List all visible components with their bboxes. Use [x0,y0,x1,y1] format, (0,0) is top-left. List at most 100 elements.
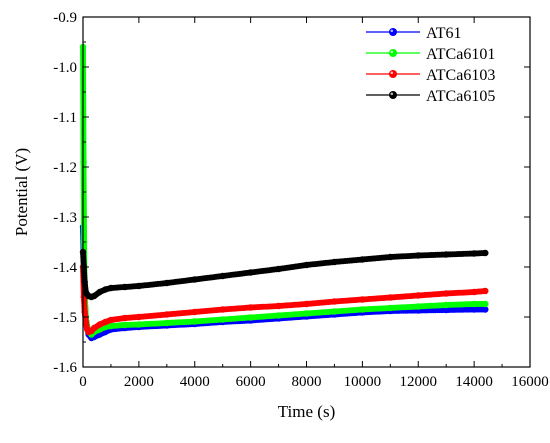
data-point-key [102,318,109,326]
data-point-key [247,269,254,276]
data-point-key [470,300,478,308]
data-point-key [121,283,129,291]
legend-label: AT61 [426,25,462,42]
y-tick-label: -1.3 [53,210,77,226]
data-point-key [442,251,450,258]
data-point-key [90,324,98,332]
plot-area [79,43,489,342]
data-point-key [387,253,394,261]
x-tick-label: 10000 [344,374,382,390]
data-point-key [470,306,478,313]
data-point-key [247,304,254,311]
data-point-key [219,316,226,323]
data-point-key [470,250,478,257]
data-point-key [482,249,489,257]
legend: AT61 ATCa6101 ATCa6103 ATCa6105 [366,25,495,105]
legend-item: ATCa6103 [366,67,495,84]
data-point-key [442,306,450,314]
legend-marker [389,28,397,36]
legend-marker-shine [390,29,394,33]
data-point-key [442,301,450,309]
series-ATCa6103 [79,263,489,336]
data-point-key [90,292,98,300]
data-point-key [359,306,366,313]
legend-marker [389,91,397,99]
data-point-key [303,300,310,308]
data-point-key [82,318,89,326]
data-point-key [331,308,338,315]
y-tick-label: -1.6 [53,360,77,376]
data-point-key [482,287,489,295]
data-point-key [387,304,394,312]
data-point-key [107,284,115,292]
data-point-key [96,321,103,328]
data-point-key [470,288,478,296]
data-point-key [442,290,450,297]
y-tick-label: -0.9 [53,10,77,26]
data-point-key [275,312,282,319]
data-point-key [135,282,143,290]
data-point-key [331,298,338,305]
x-tick-label: 0 [79,374,87,390]
data-point-key [219,272,226,280]
data-point-key [303,310,310,317]
x-tick-label: 16000 [511,374,549,390]
data-point-key [191,308,198,316]
x-axis-title: Time (s) [278,402,335,421]
legend-label: ATCa6103 [426,67,495,84]
legend-marker-shine [390,50,394,54]
legend-label: ATCa6101 [426,46,495,63]
data-point-key [107,322,115,330]
legend-label: ATCa6105 [426,88,495,105]
series-ATCa6105 [79,248,489,301]
legend-item: ATCa6105 [366,88,495,105]
data-point-key [275,265,282,273]
data-point-key [135,313,143,321]
x-tick-label: 12000 [400,374,438,390]
legend-item: AT61 [366,25,462,42]
y-axis-title: Potential (V) [12,148,31,236]
legend-item: ATCa6101 [366,46,495,63]
legend-marker-shine [390,92,394,96]
legend-marker-shine [390,71,394,75]
data-point-key [191,276,198,283]
data-point-key [303,261,310,269]
data-point-key [482,300,489,308]
data-point-key [96,288,103,296]
data-point-key [102,286,109,293]
data-point-key [482,306,489,313]
data-point-key [107,316,115,324]
data-point-key [387,294,394,301]
data-point-key [163,319,171,327]
legend-marker [389,49,397,57]
data-point-key [219,306,226,313]
x-tick-label: 2000 [124,374,154,390]
y-tick-label: -1.2 [53,160,77,176]
data-point-key [191,318,198,325]
data-point-key [135,321,143,328]
data-point-key [275,302,282,310]
legend-marker [389,70,397,78]
data-point-key [163,279,171,287]
x-tick-label: 4000 [180,374,210,390]
x-tick-label: 6000 [236,374,266,390]
data-point-key [415,292,422,299]
data-point-key [359,296,366,303]
data-point-key [121,314,129,322]
y-tick-label: -1.1 [53,110,77,126]
data-point-key [359,256,366,263]
x-tick-label: 14000 [455,374,493,390]
axes: 0 2000 4000 6000 8000 10000 12000 14000 16000 -0.… [53,10,549,390]
y-tick-label: -1.4 [53,260,77,276]
x-tick-label: 8000 [292,374,322,390]
y-tick-label: -1.5 [53,310,77,326]
data-point-key [121,321,129,329]
data-point-key [247,314,254,321]
data-point-key [415,252,422,259]
y-tick-label: -1.0 [53,60,77,76]
data-point-key [331,258,338,266]
data-point-key [415,303,422,310]
data-point-key [163,311,171,318]
